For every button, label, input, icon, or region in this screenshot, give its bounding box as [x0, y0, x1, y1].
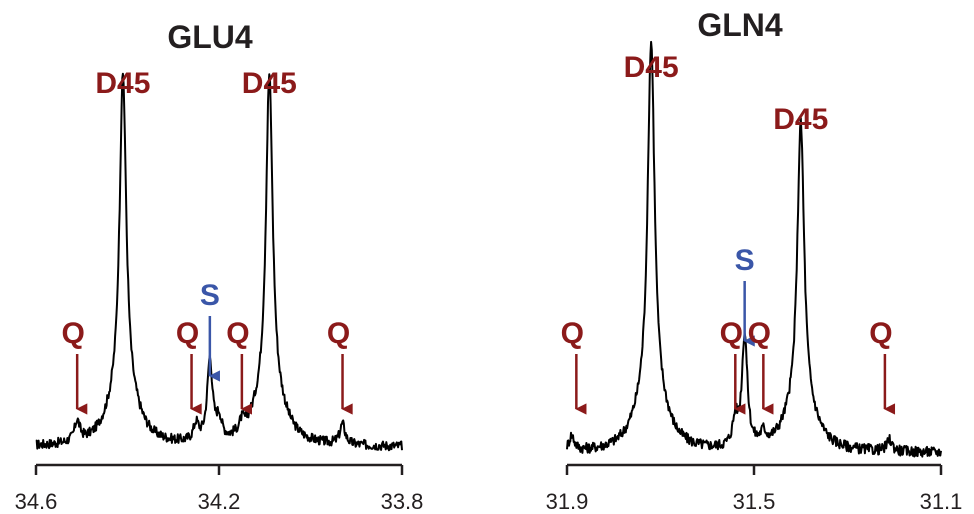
s-label: S	[735, 244, 755, 277]
x-tick-label: 31.5	[733, 489, 776, 514]
panel-title: GLN4	[697, 7, 783, 43]
s-label: S	[200, 279, 220, 312]
x-tick-label: 31.9	[546, 489, 589, 514]
q-label: Q	[720, 317, 743, 350]
x-tick-label: 31.1	[920, 489, 963, 514]
x-tick-label: 34.6	[15, 489, 58, 514]
spectrum-trace	[566, 40, 942, 458]
peak-label: D45	[242, 67, 297, 100]
peak-label: D45	[95, 67, 150, 100]
q-label: Q	[226, 317, 249, 350]
peak-label: D45	[624, 51, 679, 84]
q-label: Q	[327, 317, 350, 350]
q-label: Q	[869, 317, 892, 350]
peak-label: D45	[773, 103, 828, 136]
q-label: Q	[561, 317, 584, 350]
q-label: Q	[176, 317, 199, 350]
q-label: Q	[748, 317, 771, 350]
panel-title: GLU4	[167, 19, 253, 55]
q-label: Q	[62, 317, 85, 350]
x-tick-label: 34.2	[198, 489, 241, 514]
spectrum-trace	[35, 72, 403, 452]
x-tick-label: 33.8	[381, 489, 424, 514]
